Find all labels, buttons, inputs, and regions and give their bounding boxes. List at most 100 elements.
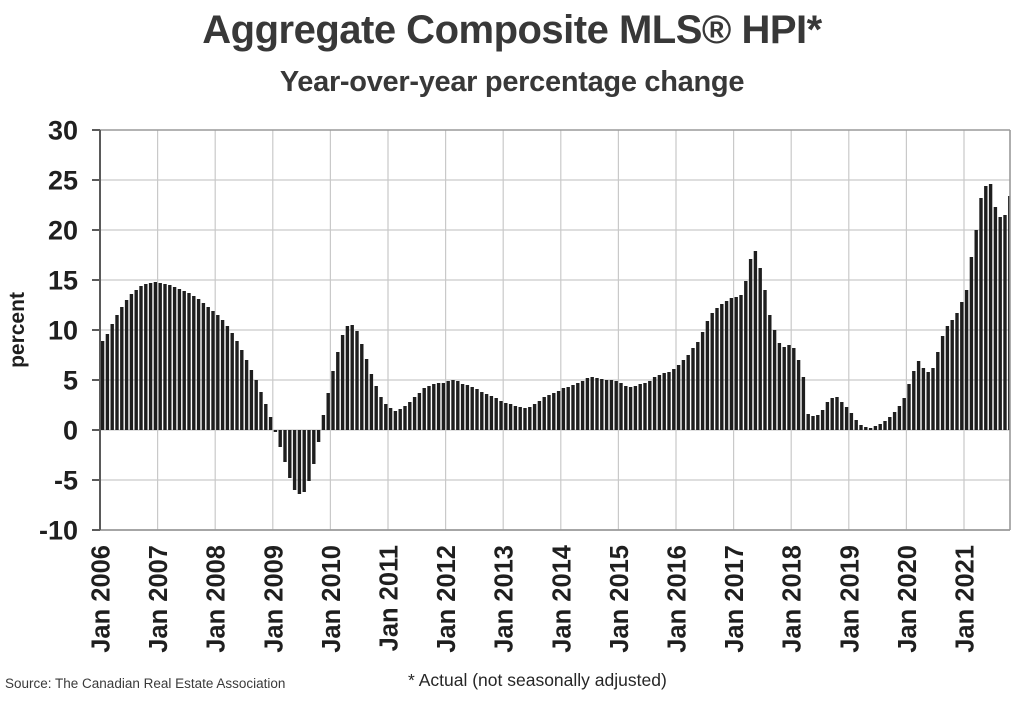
bar-2012-11 xyxy=(494,398,498,430)
bar-2018-01 xyxy=(792,348,796,430)
bar-2016-12 xyxy=(729,298,734,430)
bar-2008-08 xyxy=(249,370,254,430)
bar-2011-01 xyxy=(388,408,393,430)
bar-2014-12 xyxy=(614,381,618,430)
bar-2020-08 xyxy=(940,336,945,430)
bar-2007-11 xyxy=(206,307,210,430)
bar-2006-12 xyxy=(153,282,158,430)
bar-2019-06 xyxy=(873,426,878,430)
bar-2009-03 xyxy=(283,430,287,462)
bar-2021-06 xyxy=(988,184,993,430)
bar-2012-02 xyxy=(451,380,455,430)
bar-2021-08 xyxy=(998,217,1002,430)
bar-2015-05 xyxy=(638,384,642,430)
y-tick-label-25: 25 xyxy=(48,166,78,196)
y-tick-label-5: 5 xyxy=(63,366,78,396)
bar-2012-12 xyxy=(499,401,503,430)
bar-2010-08 xyxy=(364,359,369,430)
bar-2010-11 xyxy=(379,397,383,430)
bar-2008-10 xyxy=(259,392,263,430)
y-tick-label-0: 0 xyxy=(63,416,78,446)
bar-2015-11 xyxy=(667,372,671,430)
bar-2011-12 xyxy=(441,383,446,430)
bar-2012-07 xyxy=(475,389,479,430)
x-tick-label-jan-2014: Jan 2014 xyxy=(548,544,576,653)
y-tick-label-10: 10 xyxy=(48,316,78,346)
bar-2010-01 xyxy=(331,371,335,430)
bar-2018-05 xyxy=(811,416,815,430)
bar-2014-03 xyxy=(571,385,575,430)
bar-2016-08 xyxy=(710,313,714,430)
bar-2008-07 xyxy=(244,360,249,430)
x-tick-label-jan-2018: Jan 2018 xyxy=(779,545,807,653)
bars xyxy=(100,184,1010,494)
bar-2011-02 xyxy=(393,411,398,430)
y-tick-label-20: 20 xyxy=(48,216,78,246)
bar-2011-06 xyxy=(412,397,417,430)
bar-2007-05 xyxy=(177,289,182,430)
bar-2017-07 xyxy=(763,290,767,430)
bar-2014-01 xyxy=(561,388,566,430)
bar-2009-05 xyxy=(292,430,297,490)
bar-2008-05 xyxy=(235,341,239,430)
bar-2012-04 xyxy=(460,384,465,430)
bar-2020-06 xyxy=(931,368,935,430)
bar-2012-08 xyxy=(480,392,484,430)
bar-2015-03 xyxy=(628,387,633,430)
bar-2009-11 xyxy=(321,415,326,430)
bar-2009-12 xyxy=(326,393,330,430)
bar-2013-10 xyxy=(547,395,551,430)
bar-2016-06 xyxy=(700,332,705,430)
bar-2009-08 xyxy=(307,430,311,481)
bar-2014-06 xyxy=(585,378,590,430)
bar-2016-09 xyxy=(715,308,719,430)
bar-2017-02 xyxy=(739,295,743,430)
bar-2017-12 xyxy=(787,345,791,430)
bar-2019-02 xyxy=(854,420,858,430)
bar-2007-07 xyxy=(187,293,191,430)
bar-2019-11 xyxy=(897,406,902,430)
bar-2010-07 xyxy=(360,344,364,430)
x-tick-label-jan-2011: Jan 2011 xyxy=(376,545,404,651)
bar-2021-07 xyxy=(993,207,998,430)
y-tick-label-30: 30 xyxy=(48,116,78,146)
bar-2011-07 xyxy=(417,393,422,430)
bar-2006-06 xyxy=(124,300,129,430)
bar-2019-04 xyxy=(864,427,868,430)
bar-2013-12 xyxy=(556,391,561,430)
bar-2010-06 xyxy=(355,331,359,430)
bar-2009-09 xyxy=(312,430,316,464)
chart-title: Aggregate Composite MLS® HPI* xyxy=(202,8,822,52)
bar-2016-03 xyxy=(686,355,690,430)
bar-2007-02 xyxy=(163,284,167,430)
bar-2014-10 xyxy=(604,380,609,430)
bar-2008-11 xyxy=(264,404,268,430)
bar-2021-03 xyxy=(974,230,978,430)
bar-2017-10 xyxy=(777,343,782,430)
x-tick-label-jan-2009: Jan 2009 xyxy=(260,545,288,653)
x-tick-label-jan-2010: Jan 2010 xyxy=(318,545,346,653)
bar-2009-02 xyxy=(278,430,282,447)
bar-2014-05 xyxy=(580,381,585,430)
bar-2018-08 xyxy=(825,402,830,430)
bar-2013-04 xyxy=(518,407,522,430)
bar-2009-06 xyxy=(297,430,302,494)
bar-2019-05 xyxy=(868,428,873,430)
bar-2018-11 xyxy=(840,402,844,430)
bar-2006-11 xyxy=(148,283,153,430)
bar-2015-02 xyxy=(624,386,628,430)
bar-2006-08 xyxy=(134,290,138,430)
bar-2013-07 xyxy=(532,404,537,430)
bar-2020-07 xyxy=(936,352,940,430)
bar-2016-05 xyxy=(696,342,700,430)
bar-2012-03 xyxy=(456,381,460,430)
bar-2020-04 xyxy=(921,368,926,430)
bar-2012-10 xyxy=(489,396,494,430)
bar-2015-10 xyxy=(662,373,666,430)
bar-2010-02 xyxy=(336,352,340,430)
bar-2009-10 xyxy=(316,430,321,442)
axes xyxy=(92,129,1011,531)
bar-2017-05 xyxy=(753,251,758,430)
